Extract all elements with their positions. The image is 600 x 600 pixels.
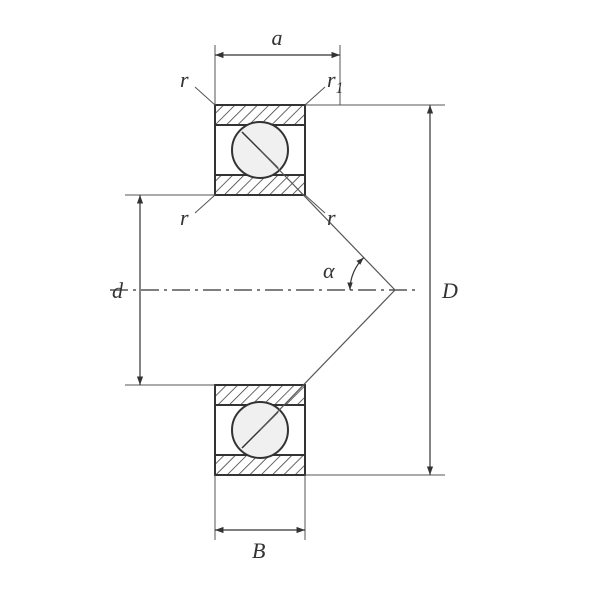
svg-text:r: r [180, 67, 189, 92]
drawing-svg: a Bd Dα r r1 r r [0, 0, 600, 600]
bearing-diagram: a Bd Dα r r1 r r [0, 0, 600, 600]
svg-text:r1: r1 [327, 67, 343, 97]
svg-text:r: r [180, 205, 189, 230]
svg-text:D: D [441, 278, 458, 303]
svg-text:α: α [323, 258, 335, 283]
svg-text:r: r [327, 205, 336, 230]
svg-text:B: B [252, 538, 265, 563]
svg-text:a: a [272, 25, 283, 50]
svg-text:d: d [112, 278, 124, 303]
